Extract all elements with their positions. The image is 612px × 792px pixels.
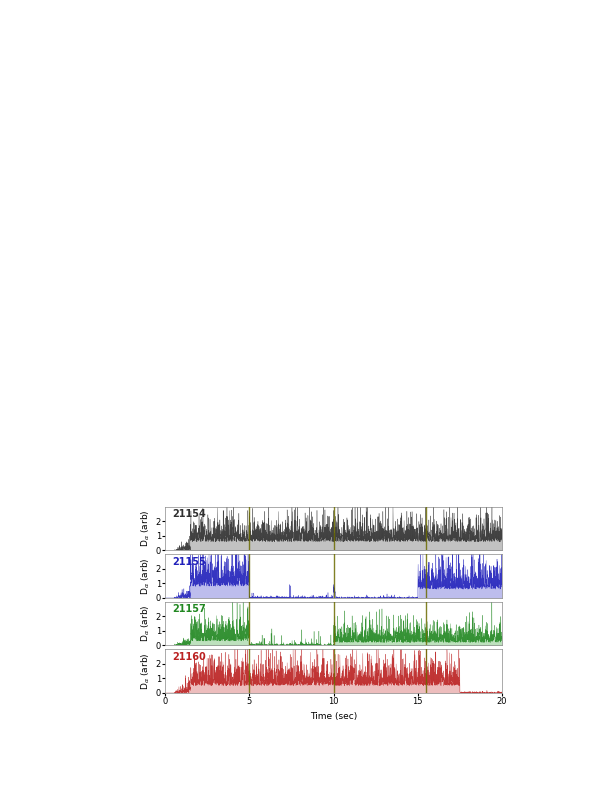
X-axis label: Time (sec): Time (sec) bbox=[310, 712, 357, 721]
Y-axis label: D$_\alpha$ (arb): D$_\alpha$ (arb) bbox=[139, 510, 152, 547]
Y-axis label: D$_\alpha$ (arb): D$_\alpha$ (arb) bbox=[139, 605, 152, 642]
Text: 21154: 21154 bbox=[172, 509, 206, 519]
Text: 21155: 21155 bbox=[172, 557, 206, 566]
Text: 21160: 21160 bbox=[172, 652, 206, 661]
Y-axis label: D$_\alpha$ (arb): D$_\alpha$ (arb) bbox=[139, 653, 152, 690]
Y-axis label: D$_\alpha$ (arb): D$_\alpha$ (arb) bbox=[139, 558, 152, 595]
Text: 21157: 21157 bbox=[172, 604, 206, 614]
